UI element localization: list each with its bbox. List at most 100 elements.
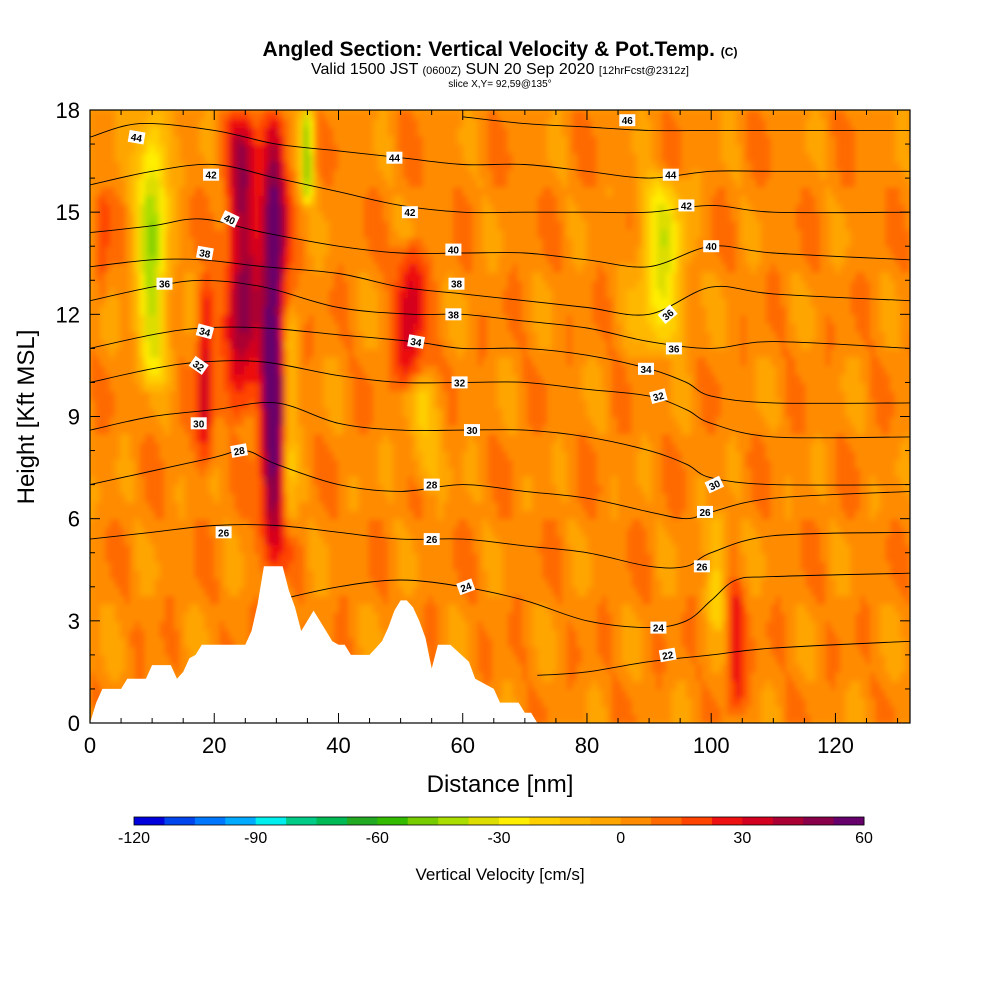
velocity-cell — [388, 254, 394, 265]
velocity-cell — [308, 212, 315, 222]
velocity-cell — [239, 297, 245, 307]
velocity-cell — [413, 152, 419, 162]
velocity-cell — [119, 663, 126, 673]
velocity-cell — [124, 399, 131, 409]
velocity-cell — [268, 178, 275, 188]
velocity-cell — [388, 118, 394, 128]
velocity-cell — [90, 348, 96, 358]
velocity-cell — [114, 127, 121, 137]
velocity-cell — [139, 288, 146, 299]
velocity-cell — [114, 476, 121, 486]
velocity-cell — [164, 169, 171, 179]
velocity-cell — [427, 178, 434, 188]
velocity-cell — [204, 484, 211, 494]
velocity-cell — [209, 620, 216, 631]
velocity-cell — [254, 314, 260, 324]
velocity-cell — [239, 586, 245, 597]
velocity-cell — [244, 620, 250, 631]
velocity-cell — [418, 459, 424, 469]
velocity-cell — [234, 637, 240, 648]
velocity-cell — [333, 416, 340, 426]
velocity-cell — [308, 348, 315, 358]
velocity-cell — [189, 442, 196, 452]
velocity-cell — [219, 297, 225, 307]
velocity-cell — [204, 186, 211, 196]
velocity-cell — [174, 288, 181, 299]
velocity-cell — [422, 629, 429, 639]
velocity-cell — [234, 110, 240, 120]
velocity-cell — [308, 161, 315, 171]
velocity-cell — [129, 229, 136, 239]
velocity-cell — [149, 578, 156, 588]
velocity-cell — [258, 314, 265, 324]
velocity-cell — [318, 348, 325, 358]
velocity-cell — [343, 169, 350, 179]
velocity-cell — [234, 416, 240, 426]
velocity-cell — [283, 442, 290, 452]
velocity-cell — [224, 442, 230, 452]
velocity-cell — [408, 365, 414, 375]
velocity-cell — [239, 127, 245, 137]
velocity-cell — [239, 288, 245, 299]
velocity-cell — [244, 484, 250, 494]
velocity-cell — [249, 314, 255, 324]
velocity-cell — [204, 195, 211, 205]
velocity-cell — [174, 152, 181, 162]
velocity-cell — [209, 280, 216, 290]
velocity-cell — [199, 135, 206, 145]
velocity-cell — [353, 595, 360, 605]
velocity-cell — [149, 305, 156, 316]
velocity-cell — [149, 476, 156, 486]
velocity-cell — [393, 399, 399, 409]
velocity-cell — [169, 654, 176, 665]
velocity-cell — [363, 544, 370, 554]
velocity-cell — [144, 493, 151, 503]
velocity-cell — [144, 169, 151, 179]
velocity-cell — [99, 356, 106, 367]
velocity-cell — [422, 416, 429, 426]
velocity-cell — [199, 493, 206, 503]
velocity-cell — [388, 467, 394, 477]
velocity-cell — [318, 118, 325, 128]
velocity-cell — [348, 484, 355, 494]
velocity-cell — [318, 169, 325, 179]
velocity-cell — [119, 442, 126, 452]
velocity-cell — [263, 237, 270, 248]
velocity-cell — [234, 527, 240, 537]
velocity-cell — [159, 561, 166, 571]
velocity-cell — [164, 382, 171, 392]
velocity-cell — [194, 297, 201, 307]
velocity-cell — [318, 144, 325, 154]
velocity-cell — [353, 629, 360, 639]
velocity-cell — [129, 416, 136, 426]
velocity-cell — [368, 110, 375, 120]
velocity-cell — [358, 161, 365, 171]
velocity-cell — [308, 314, 315, 324]
velocity-cell — [199, 152, 206, 162]
velocity-cell — [422, 178, 429, 188]
velocity-cell — [422, 186, 429, 196]
velocity-cell — [94, 195, 101, 205]
velocity-cell — [298, 169, 305, 179]
velocity-cell — [199, 612, 206, 622]
velocity-cell — [219, 467, 225, 477]
velocity-cell — [388, 161, 394, 171]
velocity-cell — [169, 552, 176, 563]
velocity-cell — [94, 331, 101, 341]
velocity-cell — [323, 195, 330, 205]
velocity-cell — [333, 348, 340, 358]
velocity-cell — [119, 544, 126, 554]
velocity-cell — [422, 254, 429, 265]
velocity-cell — [293, 476, 300, 486]
velocity-cell — [278, 229, 285, 239]
velocity-cell — [308, 271, 315, 282]
velocity-cell — [139, 501, 146, 511]
velocity-cell — [194, 144, 201, 154]
velocity-cell — [368, 356, 375, 367]
velocity-cell — [418, 433, 424, 443]
velocity-cell — [422, 356, 429, 367]
velocity-cell — [204, 407, 211, 418]
velocity-cell — [179, 152, 186, 162]
velocity-cell — [249, 186, 255, 196]
velocity-cell — [249, 195, 255, 205]
